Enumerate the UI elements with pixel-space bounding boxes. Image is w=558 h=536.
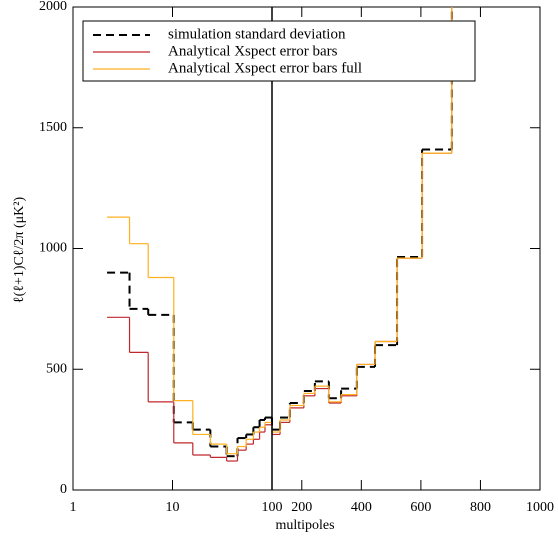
x-tick-label: 1 [70, 500, 77, 515]
plot-area [107, 7, 453, 462]
y-tick-label: 1500 [39, 120, 67, 135]
x-tick-label: 1000 [526, 500, 554, 515]
legend-label: simulation standard deviation [168, 26, 346, 42]
y-axis-label: ℓ(ℓ+1)Cℓ/2π (μK²) [12, 197, 27, 304]
legend-label: Analytical Xspect error bars [168, 43, 338, 59]
x-tick-label: 200 [291, 500, 312, 515]
x-tick-label: 10 [166, 500, 180, 515]
y-tick-label: 1000 [39, 241, 67, 256]
x-tick-label: 600 [410, 500, 431, 515]
x-tick-label: 400 [351, 500, 372, 515]
y-tick-label: 2000 [39, 0, 67, 14]
x-axis-label: multipoles [275, 518, 334, 533]
y-tick-label: 500 [46, 361, 67, 376]
x-tick-label: 100 [262, 500, 283, 515]
x-tick-label: 800 [470, 500, 491, 515]
y-tick-label: 0 [60, 482, 67, 497]
legend-label: Analytical Xspect error bars full [168, 60, 362, 76]
step-riser [128, 7, 453, 454]
legend-box [82, 20, 476, 82]
